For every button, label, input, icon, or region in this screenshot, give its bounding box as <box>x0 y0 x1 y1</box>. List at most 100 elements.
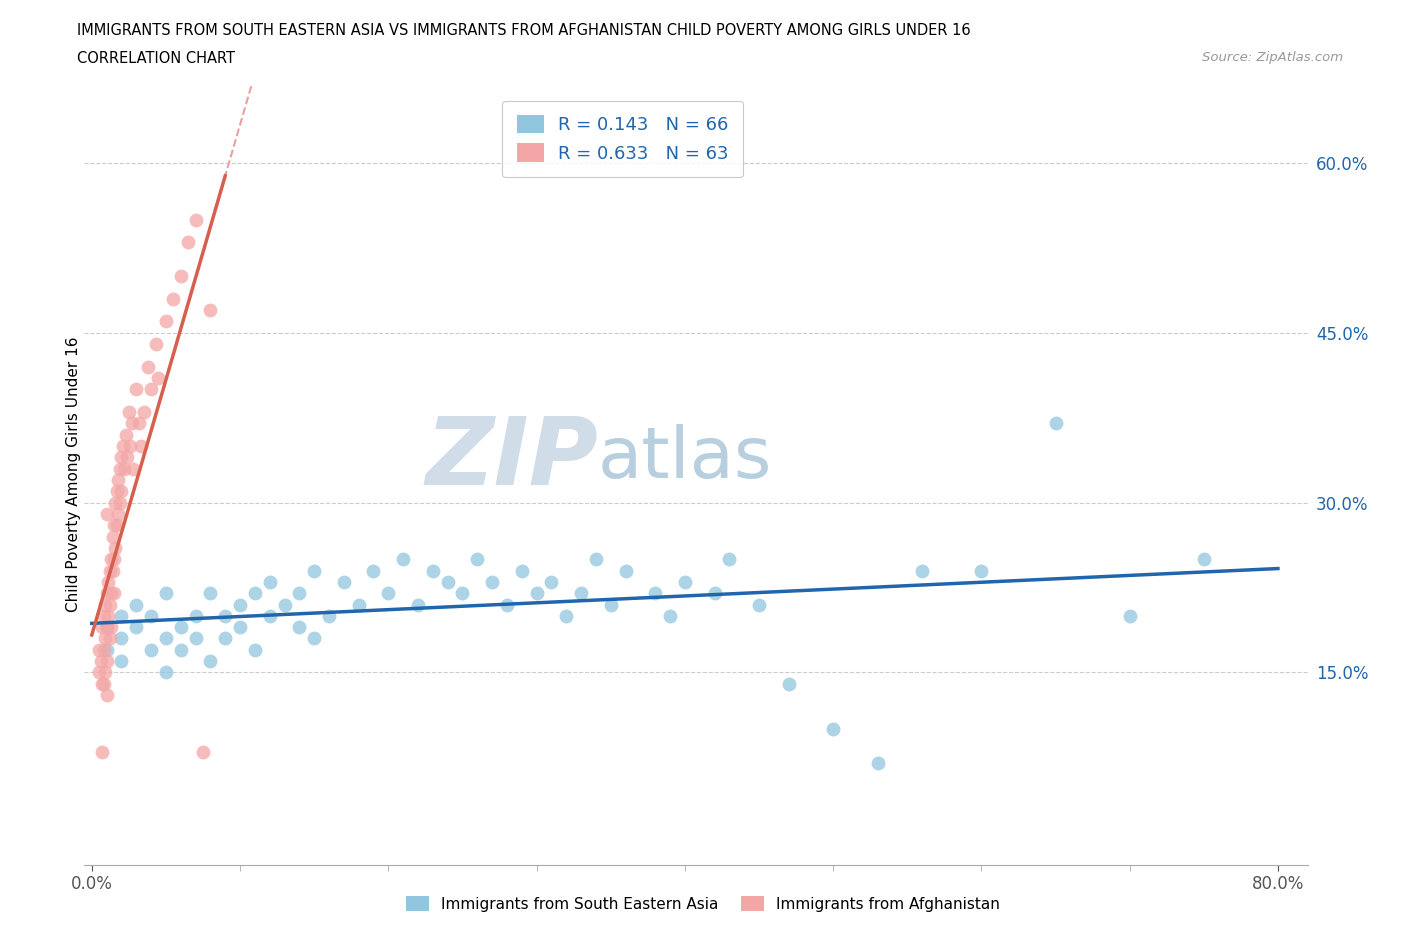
Point <box>145 337 167 352</box>
Point <box>451 586 474 601</box>
Point <box>98 563 121 578</box>
Point <box>107 507 129 522</box>
Point <box>104 540 127 555</box>
Point <box>94 631 117 646</box>
Legend: R = 0.143   N = 66, R = 0.633   N = 63: R = 0.143 N = 66, R = 0.633 N = 63 <box>502 100 742 177</box>
Point <box>125 597 148 612</box>
Point <box>1045 416 1067 431</box>
Point <box>614 563 637 578</box>
Point <box>406 597 429 612</box>
Text: ZIP: ZIP <box>425 413 598 505</box>
Point <box>105 484 128 498</box>
Point <box>96 643 118 658</box>
Point <box>112 461 135 476</box>
Point <box>170 643 193 658</box>
Point <box>718 551 741 566</box>
Point <box>97 608 120 623</box>
Point <box>96 586 118 601</box>
Point <box>599 597 621 612</box>
Point <box>555 608 578 623</box>
Point <box>94 665 117 680</box>
Point <box>110 450 132 465</box>
Point <box>302 563 325 578</box>
Point <box>89 665 111 680</box>
Point <box>200 654 222 669</box>
Point <box>288 586 311 601</box>
Point <box>108 461 131 476</box>
Point <box>659 608 682 623</box>
Point <box>170 619 193 634</box>
Point <box>125 619 148 634</box>
Point <box>91 744 114 759</box>
Point <box>363 563 385 578</box>
Point <box>110 484 132 498</box>
Point <box>259 608 281 623</box>
Text: atlas: atlas <box>598 424 772 493</box>
Point <box>94 597 117 612</box>
Point <box>93 643 115 658</box>
Point <box>121 416 143 431</box>
Point <box>184 608 207 623</box>
Point <box>481 575 503 590</box>
Point <box>101 563 124 578</box>
Point <box>103 586 125 601</box>
Point <box>273 597 295 612</box>
Point <box>911 563 934 578</box>
Point <box>823 722 845 737</box>
Point <box>1192 551 1215 566</box>
Point <box>117 450 139 465</box>
Point <box>778 676 800 691</box>
Point <box>347 597 370 612</box>
Point <box>110 608 132 623</box>
Point <box>115 427 138 442</box>
Point <box>569 586 592 601</box>
Point <box>465 551 488 566</box>
Point <box>93 676 115 691</box>
Point <box>128 416 150 431</box>
Point <box>103 551 125 566</box>
Point <box>748 597 770 612</box>
Point <box>1118 608 1140 623</box>
Point <box>108 495 131 510</box>
Point <box>110 631 132 646</box>
Point <box>302 631 325 646</box>
Point <box>170 269 193 284</box>
Point <box>526 586 548 601</box>
Point <box>96 619 118 634</box>
Point <box>585 551 607 566</box>
Point <box>96 687 118 702</box>
Point <box>120 439 142 454</box>
Point <box>136 359 159 374</box>
Point <box>377 586 399 601</box>
Point <box>422 563 444 578</box>
Point <box>200 586 222 601</box>
Point <box>100 619 122 634</box>
Point <box>866 755 889 770</box>
Point <box>100 586 122 601</box>
Point <box>318 608 340 623</box>
Point <box>540 575 562 590</box>
Point <box>191 744 214 759</box>
Point <box>118 405 141 419</box>
Point <box>129 439 152 454</box>
Point <box>125 382 148 397</box>
Point <box>229 619 252 634</box>
Point <box>155 586 177 601</box>
Point <box>90 654 112 669</box>
Point <box>91 676 114 691</box>
Point <box>496 597 519 612</box>
Point <box>703 586 725 601</box>
Point <box>243 643 266 658</box>
Point <box>214 608 236 623</box>
Text: IMMIGRANTS FROM SOUTH EASTERN ASIA VS IMMIGRANTS FROM AFGHANISTAN CHILD POVERTY : IMMIGRANTS FROM SOUTH EASTERN ASIA VS IM… <box>77 23 972 38</box>
Point <box>436 575 458 590</box>
Point <box>98 631 121 646</box>
Legend: Immigrants from South Eastern Asia, Immigrants from Afghanistan: Immigrants from South Eastern Asia, Immi… <box>399 889 1007 918</box>
Point <box>139 643 162 658</box>
Text: CORRELATION CHART: CORRELATION CHART <box>77 51 235 66</box>
Point <box>155 314 177 329</box>
Point <box>288 619 311 634</box>
Point <box>111 439 134 454</box>
Point <box>392 551 415 566</box>
Point <box>103 518 125 533</box>
